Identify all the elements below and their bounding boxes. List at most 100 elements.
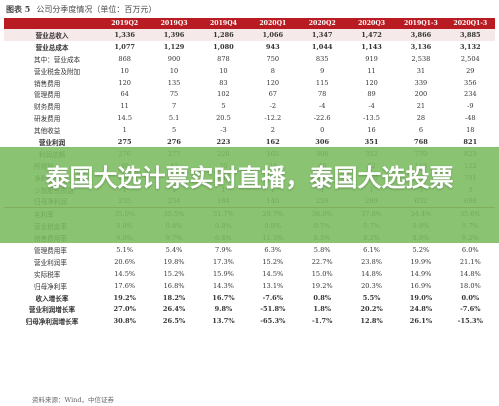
table-cell: 878 bbox=[217, 54, 230, 63]
table-cell: 1,396 bbox=[149, 29, 199, 41]
row-label: 销售费用 bbox=[34, 79, 61, 88]
table-cell: 1,347 bbox=[297, 29, 347, 41]
table-cell: 21.1% bbox=[459, 257, 481, 266]
row-label: 营业利润 bbox=[38, 138, 66, 147]
table-cell: -7.6% bbox=[460, 305, 481, 314]
table-cell: 3,132 bbox=[459, 42, 481, 51]
table-cell: 14.5% bbox=[114, 269, 136, 278]
table-cell: 18.0% bbox=[459, 281, 481, 290]
row-label: 收入增长率 bbox=[35, 294, 69, 303]
row-label: 其中：营业成本 bbox=[34, 55, 81, 64]
row-label: 财务费用 bbox=[34, 103, 61, 112]
table-cell: 3,866 bbox=[396, 29, 446, 41]
column-header: 2019Q3 bbox=[149, 18, 199, 29]
table-cell: 943 bbox=[265, 42, 280, 51]
table-cell: 162 bbox=[265, 137, 280, 146]
table-cell: 115 bbox=[315, 78, 329, 87]
table-cell: -2 bbox=[269, 102, 277, 111]
table-cell: -65.3% bbox=[260, 317, 286, 326]
banner-overlay bbox=[0, 147, 499, 243]
table-cell: -4 bbox=[318, 102, 326, 111]
table-cell: 7 bbox=[171, 102, 177, 111]
table-cell: -48 bbox=[465, 114, 476, 123]
table-cell: 89 bbox=[367, 90, 376, 99]
table-cell: 10 bbox=[120, 66, 129, 75]
table-cell: 5.4% bbox=[165, 245, 183, 254]
table-cell: 19.2% bbox=[113, 293, 136, 302]
table-cell: 1,143 bbox=[361, 42, 382, 51]
table-cell: -15.3% bbox=[457, 317, 483, 326]
table-cell: 276 bbox=[167, 137, 181, 146]
column-header: 2020Q1 bbox=[248, 18, 298, 29]
table-cell: 18.2% bbox=[162, 293, 186, 302]
table-row: 管理费用 64 75 102 67 78 89 200 234 bbox=[4, 88, 495, 100]
table-cell: 16.9% bbox=[410, 281, 432, 290]
table-row: 营业利润 275 276 223 162 306 351 768 821 bbox=[4, 136, 495, 148]
table-cell: 6.3% bbox=[264, 245, 282, 254]
table-cell: 30.8% bbox=[113, 317, 136, 326]
table-cell: 26.1% bbox=[409, 317, 433, 326]
table-cell: 27.0% bbox=[113, 305, 136, 314]
table-cell: 200 bbox=[414, 90, 428, 99]
row-label: 营业总收入 bbox=[4, 29, 100, 41]
table-cell: -4 bbox=[368, 102, 375, 111]
table-cell: 19.2% bbox=[311, 281, 333, 290]
table-row: 研发费用 14.5 5.1 20.5 -12.2 -22.6 -13.5 28 -48 bbox=[4, 112, 495, 124]
table-cell: 1,286 bbox=[198, 29, 249, 41]
table-row: 管理费用率 5.1% 5.4% 7.9% 6.3% 5.8% 6.1% 5.2% 6.0% bbox=[4, 244, 495, 256]
table-cell: 6 bbox=[418, 126, 424, 135]
table-cell: 14.5% bbox=[262, 269, 284, 278]
table-cell: 3,885 bbox=[445, 29, 495, 41]
table-cell: 14.9% bbox=[410, 269, 432, 278]
table-cell: -51.8% bbox=[260, 305, 286, 314]
table-cell: 13.1% bbox=[262, 281, 284, 290]
table-cell: -7.6% bbox=[262, 293, 284, 302]
table-cell: 5.2% bbox=[412, 245, 430, 254]
table-cell: 1,044 bbox=[311, 42, 333, 51]
table-cell: 19.0% bbox=[409, 293, 433, 302]
table-cell: 0.8% bbox=[313, 293, 332, 302]
row-label: 营业利润率 bbox=[34, 258, 67, 267]
table-cell: 26.4% bbox=[162, 305, 186, 314]
row-label: 实际税率 bbox=[34, 270, 61, 279]
table-cell: 102 bbox=[217, 90, 230, 99]
table-cell: 1 bbox=[122, 126, 127, 135]
table-cell: 20.6% bbox=[114, 257, 136, 266]
table-cell: 83 bbox=[219, 78, 228, 87]
table-header-row: 2019Q2 2019Q3 2019Q4 2020Q1 2020Q2 2020Q… bbox=[4, 18, 495, 29]
table-cell: 1.8% bbox=[313, 305, 332, 314]
table-cell: 120 bbox=[266, 78, 280, 87]
source-note: 资料来源：Wind，中信证券 bbox=[32, 396, 114, 404]
table-cell: 900 bbox=[167, 54, 181, 63]
table-cell: 5 bbox=[221, 102, 226, 111]
table-cell: 20.2% bbox=[360, 305, 383, 314]
table-cell: -13.5 bbox=[363, 114, 381, 123]
table-cell: 2 bbox=[270, 126, 275, 135]
table-cell: 15.0% bbox=[311, 269, 333, 278]
table-row: 营业利润增长率 27.0% 26.4% 9.8% -51.8% 1.8% 20.2% 24.8… bbox=[4, 303, 495, 315]
row-label: 研发费用 bbox=[34, 115, 61, 124]
column-header: 2019Q2 bbox=[100, 18, 150, 29]
table-cell: 0 bbox=[320, 126, 325, 135]
table-cell: 15.9% bbox=[212, 269, 234, 278]
table-cell: 15.2% bbox=[262, 257, 284, 266]
table-cell: -3 bbox=[220, 126, 227, 135]
row-label: 归母净利润增长率 bbox=[25, 318, 79, 327]
column-header: 2020Q1-3 bbox=[445, 18, 495, 29]
table-cell: 12.8% bbox=[360, 317, 383, 326]
table-cell: 14.8% bbox=[361, 269, 383, 278]
table-cell: 24.8% bbox=[409, 305, 433, 314]
table-cell: 120 bbox=[118, 78, 131, 87]
table-cell: 5.1 bbox=[168, 114, 180, 123]
table-cell: 5.1% bbox=[116, 245, 134, 254]
table-cell: 821 bbox=[463, 137, 478, 146]
table-cell: -22.6 bbox=[313, 114, 331, 123]
table-cell: 28 bbox=[416, 114, 426, 123]
table-cell: 16.8% bbox=[163, 281, 185, 290]
table-cell: 17.3% bbox=[212, 257, 234, 266]
row-label: 其他收益 bbox=[34, 127, 61, 136]
table-cell: 8 bbox=[270, 66, 275, 75]
table-cell: 6.0% bbox=[461, 245, 479, 254]
table-cell: 19.8% bbox=[163, 257, 185, 266]
table-cell: 351 bbox=[364, 137, 379, 146]
